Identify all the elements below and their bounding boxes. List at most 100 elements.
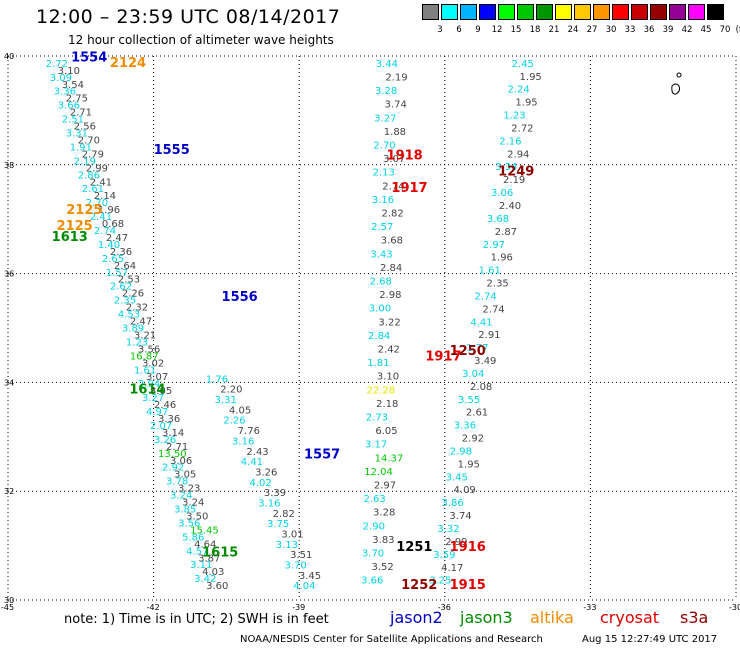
swh-value: 2.70	[86, 198, 108, 209]
swh-value: 2.51	[62, 115, 84, 126]
swh-value: 3.68	[381, 236, 403, 247]
swh-value: 3.85	[174, 505, 196, 516]
pass-id-label: 1916	[450, 540, 486, 555]
swh-value: 2.74	[94, 226, 116, 237]
pass-id-label: 1555	[154, 143, 190, 158]
scale-tick: 3	[437, 25, 443, 35]
swh-value: 2.36	[110, 247, 132, 258]
lat-label: 34	[4, 378, 14, 387]
swh-value: 3.16	[232, 436, 254, 447]
swh-value: 3.13	[276, 540, 298, 551]
swh-value: 2.56	[74, 122, 96, 133]
track-2: 1.762.203.314.052.267.763.162.434.413.26…	[206, 374, 321, 592]
swh-value: 3.49	[474, 356, 496, 367]
swh-value: 3.05	[150, 386, 172, 397]
scale-tick: 36	[643, 25, 655, 35]
pass-id-label: 1249	[498, 165, 534, 180]
swh-value: 12.04	[364, 467, 393, 478]
track-4: 2.45 1.95 2.24 1.95 1.232.72 2.16 2.94 3.34 2.19…	[429, 59, 542, 587]
swh-value: 2.97	[374, 480, 396, 491]
swh-value: 2.98	[379, 290, 401, 301]
scale-swatch	[669, 4, 686, 20]
swh-value: 2.86	[78, 170, 100, 181]
scale-swatch	[574, 4, 591, 20]
swh-value: 3.34	[495, 162, 517, 173]
swh-value: 2.32	[126, 303, 148, 314]
swh-value: 2.82	[381, 208, 403, 219]
swh-value: 1.61	[479, 266, 501, 277]
swh-value: 1.91	[70, 142, 92, 153]
satellite-s3a: s3a	[680, 608, 709, 627]
pass-id-label: 1615	[202, 545, 238, 560]
swh-value: 6.05	[375, 426, 397, 437]
swh-value: 2.99	[86, 163, 108, 174]
scale-tick: 39	[662, 25, 674, 35]
pass-id-label: 1554	[71, 50, 107, 65]
swh-value: 3.74	[449, 511, 471, 522]
longitude-labels: -45 -42 -39 -36 -33 -30	[1, 603, 740, 612]
swh-value: 3.05	[174, 470, 196, 481]
swh-value: 1.88	[384, 127, 406, 138]
scale-tick: 33	[624, 25, 636, 35]
swh-value: 2.68	[370, 276, 392, 287]
swh-value: 2.91	[478, 330, 500, 341]
swh-value: 2.14	[94, 191, 116, 202]
lon-label: -30	[729, 603, 740, 612]
swh-value: 3.36	[54, 87, 76, 98]
pass-id-label: 1250	[450, 344, 486, 359]
pass-id-label: 1252	[401, 578, 437, 593]
scale-swatch	[441, 4, 458, 20]
swh-value: 3.39	[264, 488, 286, 499]
swh-value: 2.45	[512, 59, 534, 70]
swh-value: 5.86	[182, 532, 204, 543]
swh-value: 2.35	[114, 296, 136, 307]
scale-swatch	[688, 4, 705, 20]
swh-value: 3.21	[134, 330, 156, 341]
scale-tick: 6	[456, 25, 462, 35]
swh-value: 2.92	[162, 463, 184, 474]
lon-label: -45	[1, 603, 14, 612]
swh-value: 7.76	[238, 426, 260, 437]
swh-value: 3.36	[158, 414, 180, 425]
swh-value: 3.78	[166, 477, 188, 488]
swh-value: 2.53	[118, 275, 140, 286]
swh-value: 3.10	[58, 66, 80, 77]
swh-value: 3.44	[376, 59, 398, 70]
swh-value: 2.07	[150, 421, 172, 432]
swh-value: 1.57	[106, 268, 128, 279]
swh-value: 3.31	[215, 395, 237, 406]
track-3: 3.44 2.19 3.28 3.74 3.27 1.88 2.70 3.07 2.13 2.74…	[361, 59, 407, 587]
swh-value: 2.40	[499, 201, 521, 212]
swh-value: 3.83	[372, 535, 394, 546]
swh-value: 2.43	[246, 447, 268, 458]
scale-swatch	[517, 4, 534, 20]
swh-value: 3.25	[429, 576, 451, 587]
swh-value: 2.70	[373, 140, 395, 151]
swh-value: 2.19	[385, 72, 407, 83]
swh-value: 2.65	[102, 254, 124, 265]
swh-value: 3.06	[170, 456, 192, 467]
scale-swatch	[536, 4, 553, 20]
pass-id-label: 2124	[110, 56, 146, 71]
pass-id-label: 2125	[66, 203, 102, 218]
swh-value: 3.87	[198, 553, 220, 564]
scale-swatch	[631, 4, 648, 20]
swh-value: 3.16	[258, 498, 280, 509]
swh-value: 4.41	[470, 317, 492, 328]
swh-value: 3.54	[62, 80, 84, 91]
swh-value: 16.87	[130, 351, 159, 362]
swh-value: 3.50	[186, 511, 208, 522]
swh-value: 2.61	[82, 184, 104, 195]
scale-tick: 9	[475, 25, 481, 35]
swh-value: 2.61	[466, 408, 488, 419]
swh-value: 3.32	[437, 524, 459, 535]
swh-value: 3.06	[491, 188, 513, 199]
scale-tick: 45	[700, 25, 712, 35]
pass-id-label: 1613	[52, 230, 88, 245]
lon-label: -33	[583, 603, 596, 612]
scale-tick: 15	[510, 25, 522, 35]
swh-value: 3.00	[369, 304, 391, 315]
swh-value: 3.45	[446, 472, 468, 483]
swh-value: 2.24	[507, 85, 529, 96]
